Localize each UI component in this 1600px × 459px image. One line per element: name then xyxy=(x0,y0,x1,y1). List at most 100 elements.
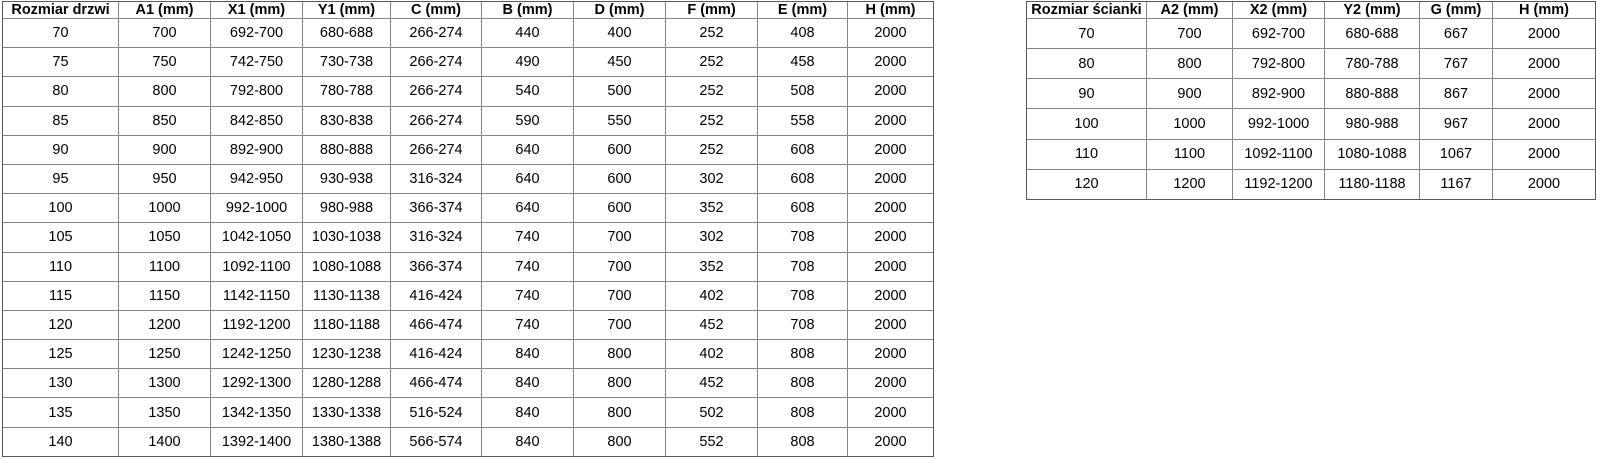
table-cell: 808 xyxy=(757,368,848,399)
table-cell: 115 xyxy=(2,280,119,311)
table-cell: 880-888 xyxy=(302,134,391,165)
table-cell: 266-274 xyxy=(390,47,482,78)
table-cell: 1150 xyxy=(118,280,211,311)
table-cell: 316-324 xyxy=(390,163,482,195)
table-cell: 252 xyxy=(665,134,758,165)
table-cell: 2000 xyxy=(847,222,934,253)
table-cell: 892-900 xyxy=(210,134,303,165)
table-row: 120 1200 1192-1200 1180-1188 466-474 740 700 45… xyxy=(2,309,934,341)
table-cell: 1067 xyxy=(1419,138,1493,170)
column-header: B (mm) xyxy=(481,1,574,19)
table-cell: 1192-1200 xyxy=(1232,168,1325,201)
table-cell: 316-324 xyxy=(390,222,482,253)
table-cell: 640 xyxy=(481,193,574,224)
table-row: 105 1050 1042-1050 1030-1038 316-324 740 700 30… xyxy=(2,222,934,253)
table-cell: 1300 xyxy=(118,368,211,399)
table-cell: 80 xyxy=(2,76,119,107)
table-cell: 740 xyxy=(481,280,574,311)
table-cell: 608 xyxy=(757,163,848,195)
table-cell: 708 xyxy=(757,251,848,282)
table-cell: 708 xyxy=(757,280,848,311)
table-cell: 452 xyxy=(665,368,758,399)
table-cell: 800 xyxy=(573,426,666,458)
table-row: 75 750 742-750 730-738 266-274 490 450 252 458 20… xyxy=(2,47,934,78)
table-row: 110 1100 1092-1100 1080-1088 366-374 740 700 35… xyxy=(2,251,934,282)
table-cell: 967 xyxy=(1419,108,1493,140)
table-cell: 700 xyxy=(573,251,666,282)
table-cell: 1242-1250 xyxy=(210,339,303,370)
table-cell: 366-374 xyxy=(390,251,482,282)
table-cell: 2000 xyxy=(847,426,934,458)
table-cell: 1100 xyxy=(118,251,211,282)
table-cell: 692-700 xyxy=(210,17,303,49)
table-cell: 266-274 xyxy=(390,76,482,107)
table-cell: 110 xyxy=(2,251,119,282)
table-cell: 1180-1188 xyxy=(1324,168,1420,201)
table-cell: 1292-1300 xyxy=(210,368,303,399)
table-cell: 100 xyxy=(2,193,119,224)
table-cell: 1342-1350 xyxy=(210,397,303,428)
door-dimensions-table: Rozmiar drzwi A1 (mm) X1 (mm) Y1 (mm) C (mm)… xyxy=(2,1,934,458)
table-cell: 100 xyxy=(1026,108,1147,140)
column-header: Rozmiar ścianki xyxy=(1026,1,1147,19)
table-cell: 840 xyxy=(481,339,574,370)
table-cell: 980-988 xyxy=(1324,108,1420,140)
table-cell: 950 xyxy=(118,163,211,195)
table-cell: 2000 xyxy=(1492,17,1596,50)
table-cell: 2000 xyxy=(1492,78,1596,110)
table-cell: 980-988 xyxy=(302,193,391,224)
table-row: 90 900 892-900 880-888 867 2000 xyxy=(1026,78,1596,110)
table-cell: 400 xyxy=(573,17,666,49)
table-cell: 1092-1100 xyxy=(1232,138,1325,170)
table-cell: 680-688 xyxy=(1324,17,1420,50)
table-cell: 130 xyxy=(2,368,119,399)
table-cell: 842-850 xyxy=(210,105,303,136)
table-cell: 930-938 xyxy=(302,163,391,195)
column-header: E (mm) xyxy=(757,1,848,19)
table-cell: 2000 xyxy=(847,163,934,195)
table-cell: 700 xyxy=(573,222,666,253)
column-header: Rozmiar drzwi xyxy=(2,1,119,19)
table-cell: 85 xyxy=(2,105,119,136)
table-cell: 800 xyxy=(573,368,666,399)
table-cell: 800 xyxy=(1146,48,1233,80)
table-cell: 640 xyxy=(481,134,574,165)
table-row: 100 1000 992-1000 980-988 366-374 640 600 352 60… xyxy=(2,193,934,224)
table-cell: 2000 xyxy=(847,17,934,49)
table-cell: 1050 xyxy=(118,222,211,253)
table-cell: 640 xyxy=(481,163,574,195)
table-cell: 1380-1388 xyxy=(302,426,391,458)
table-cell: 992-1000 xyxy=(210,193,303,224)
table-row: 110 1100 1092-1100 1080-1088 1067 2000 xyxy=(1026,138,1596,170)
table-cell: 740 xyxy=(481,222,574,253)
table-cell: 1000 xyxy=(118,193,211,224)
table-cell: 1130-1138 xyxy=(302,280,391,311)
column-header: D (mm) xyxy=(573,1,666,19)
table-cell: 840 xyxy=(481,426,574,458)
table-cell: 508 xyxy=(757,76,848,107)
table-cell: 840 xyxy=(481,397,574,428)
table-row: 130 1300 1292-1300 1280-1288 466-474 840 800 45… xyxy=(2,368,934,399)
table-cell: 692-700 xyxy=(1232,17,1325,50)
table-cell: 992-1000 xyxy=(1232,108,1325,140)
table-cell: 600 xyxy=(573,193,666,224)
table-cell: 600 xyxy=(573,163,666,195)
table-cell: 502 xyxy=(665,397,758,428)
table-cell: 1080-1088 xyxy=(1324,138,1420,170)
column-header: Y2 (mm) xyxy=(1324,1,1420,19)
table-cell: 780-788 xyxy=(302,76,391,107)
table-row: 70 700 692-700 680-688 667 2000 xyxy=(1026,17,1596,50)
table-cell: 70 xyxy=(1026,17,1147,50)
table-cell: 1200 xyxy=(118,309,211,341)
table-cell: 266-274 xyxy=(390,17,482,49)
table-row: 115 1150 1142-1150 1130-1138 416-424 740 700 40… xyxy=(2,280,934,311)
table-cell: 402 xyxy=(665,280,758,311)
table-cell: 2000 xyxy=(847,339,934,370)
table-cell: 458 xyxy=(757,47,848,78)
table-cell: 2000 xyxy=(847,280,934,311)
table-cell: 120 xyxy=(1026,168,1147,201)
table-cell: 366-374 xyxy=(390,193,482,224)
table-cell: 792-800 xyxy=(210,76,303,107)
table-cell: 490 xyxy=(481,47,574,78)
